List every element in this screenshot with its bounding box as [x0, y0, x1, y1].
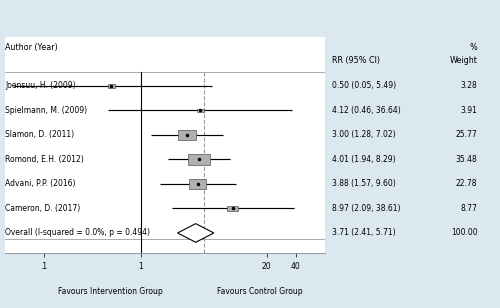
Text: 4.12 (0.46, 36.64): 4.12 (0.46, 36.64): [332, 106, 401, 115]
Text: Weight: Weight: [450, 56, 477, 65]
Bar: [108, 84, 114, 88]
Text: 4.01 (1.94, 8.29): 4.01 (1.94, 8.29): [332, 155, 396, 164]
Text: Slamon, D. (2011): Slamon, D. (2011): [5, 131, 74, 140]
Text: 3.00 (1.28, 7.02): 3.00 (1.28, 7.02): [332, 131, 396, 140]
Bar: [189, 179, 206, 188]
Text: 22.78: 22.78: [456, 180, 477, 188]
Text: 8.97 (2.09, 38.61): 8.97 (2.09, 38.61): [332, 204, 401, 213]
Text: Advani, P.P. (2016): Advani, P.P. (2016): [5, 180, 76, 188]
Text: 8.77: 8.77: [460, 204, 477, 213]
Text: Spielmann, M. (2009): Spielmann, M. (2009): [5, 106, 87, 115]
Text: Joensuu, H. (2009): Joensuu, H. (2009): [5, 81, 76, 91]
Bar: [178, 130, 196, 140]
Text: 3.88 (1.57, 9.60): 3.88 (1.57, 9.60): [332, 180, 396, 188]
Text: 3.91: 3.91: [460, 106, 477, 115]
Text: Cameron, D. (2017): Cameron, D. (2017): [5, 204, 80, 213]
Text: 3.28: 3.28: [461, 81, 477, 91]
Text: Favours Intervention Group: Favours Intervention Group: [58, 286, 162, 296]
Text: 25.77: 25.77: [456, 131, 477, 140]
Text: Favours Control Group: Favours Control Group: [217, 286, 303, 296]
Bar: [196, 108, 203, 112]
Text: 0.50 (0.05, 5.49): 0.50 (0.05, 5.49): [332, 81, 396, 91]
Bar: [228, 205, 238, 211]
Text: Author (Year): Author (Year): [5, 43, 58, 52]
Text: %: %: [470, 43, 478, 52]
Text: Overall (I-squared = 0.0%, p = 0.494): Overall (I-squared = 0.0%, p = 0.494): [5, 229, 150, 237]
Text: RR (95% CI): RR (95% CI): [332, 56, 380, 65]
Text: 100.00: 100.00: [451, 229, 477, 237]
Text: 35.48: 35.48: [456, 155, 477, 164]
Polygon shape: [178, 224, 214, 242]
Text: 3.71 (2.41, 5.71): 3.71 (2.41, 5.71): [332, 229, 396, 237]
Text: Romond, E.H. (2012): Romond, E.H. (2012): [5, 155, 84, 164]
Bar: [188, 154, 210, 165]
